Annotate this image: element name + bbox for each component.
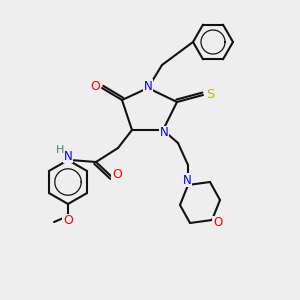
Text: O: O xyxy=(112,169,122,182)
Text: N: N xyxy=(160,127,168,140)
Text: S: S xyxy=(206,88,214,101)
Text: N: N xyxy=(144,80,152,92)
Text: O: O xyxy=(63,214,73,227)
Text: H: H xyxy=(56,145,64,155)
Text: N: N xyxy=(183,173,191,187)
Text: N: N xyxy=(64,149,72,163)
Text: O: O xyxy=(213,217,223,230)
Text: O: O xyxy=(90,80,100,94)
